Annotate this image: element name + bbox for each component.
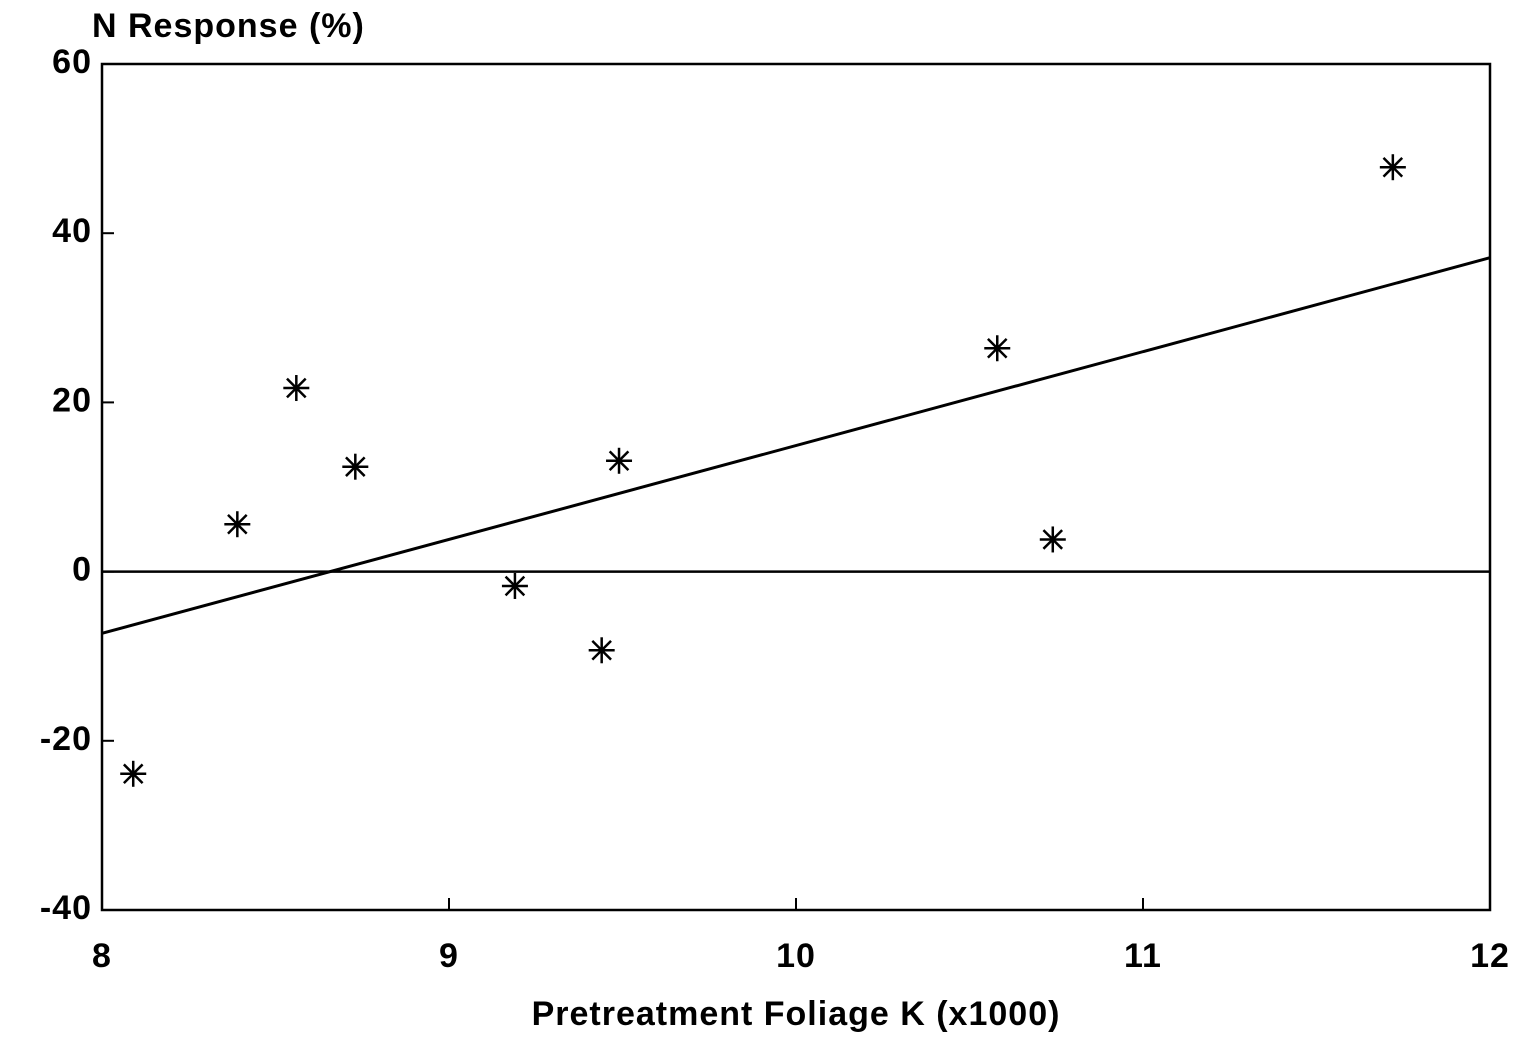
marker-stroke: [591, 640, 612, 661]
data-point: [1039, 526, 1066, 553]
data-point: [588, 637, 615, 664]
marker-stroke: [1382, 156, 1404, 178]
chart-title: N Response (%): [92, 7, 365, 45]
x-tick-label: 11: [1124, 937, 1162, 975]
marker-stroke: [122, 763, 144, 785]
x-tick-label: 12: [1470, 937, 1510, 975]
marker-stroke: [345, 456, 366, 477]
marker-stroke: [504, 575, 526, 597]
marker-stroke: [1042, 529, 1064, 550]
y-tick-label: -20: [40, 720, 92, 758]
fit-line: [101, 256, 1491, 635]
x-tick-label: 10: [776, 937, 816, 975]
marker-stroke: [286, 377, 307, 399]
y-tick-label: 20: [52, 381, 92, 419]
marker-stroke: [608, 450, 630, 472]
y-tick-label: 0: [72, 551, 92, 589]
data-point: [501, 572, 528, 599]
x-tick-label: 9: [439, 937, 459, 975]
data-point: [342, 453, 369, 480]
plot-frame: [100, 62, 1492, 912]
data-point: [606, 447, 633, 474]
data-point: [984, 335, 1011, 362]
x-tick-label: 8: [92, 937, 112, 975]
marker-stroke: [987, 338, 1008, 359]
data-point: [224, 511, 251, 538]
data-point: [120, 760, 147, 787]
y-tick-label: 40: [52, 212, 92, 250]
marker-stroke: [227, 513, 248, 535]
y-tick-label: -40: [40, 889, 92, 927]
data-point: [1379, 154, 1406, 181]
x-axis-label: Pretreatment Foliage K (x1000): [532, 995, 1061, 1033]
data-point: [283, 375, 310, 402]
y-tick-label: 60: [52, 43, 92, 81]
